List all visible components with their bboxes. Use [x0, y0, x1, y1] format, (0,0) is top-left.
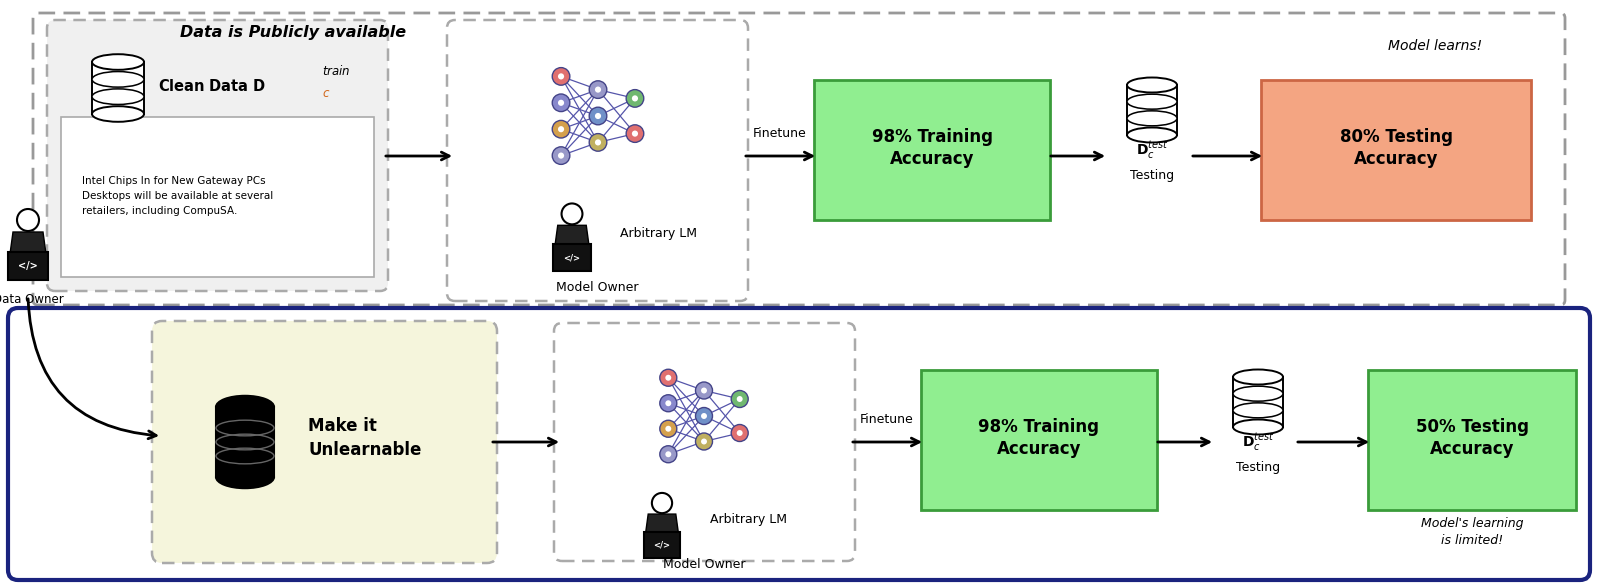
Circle shape [552, 68, 570, 85]
Circle shape [666, 451, 672, 457]
Text: Make it
Unlearnable: Make it Unlearnable [307, 417, 421, 459]
Polygon shape [555, 225, 589, 246]
FancyBboxPatch shape [152, 321, 498, 563]
Circle shape [589, 81, 606, 98]
FancyBboxPatch shape [8, 308, 1590, 580]
Circle shape [552, 147, 570, 165]
Text: </>: </> [653, 541, 670, 550]
Text: $\mathbf{D}_c^{test}$: $\mathbf{D}_c^{test}$ [1136, 139, 1168, 161]
FancyBboxPatch shape [554, 244, 590, 271]
Circle shape [659, 395, 677, 412]
Polygon shape [10, 232, 46, 254]
Text: Finetune: Finetune [754, 127, 806, 140]
Text: Model Owner: Model Owner [555, 281, 638, 294]
Text: Finetune: Finetune [861, 413, 914, 426]
Polygon shape [645, 514, 678, 534]
Ellipse shape [93, 89, 144, 105]
Ellipse shape [1126, 128, 1178, 142]
Circle shape [666, 375, 672, 380]
FancyBboxPatch shape [1261, 80, 1531, 220]
Text: Data is Publicly available: Data is Publicly available [179, 25, 406, 41]
Ellipse shape [93, 106, 144, 122]
Text: Data Owner: Data Owner [0, 293, 64, 306]
Text: 98% Training
Accuracy: 98% Training Accuracy [872, 128, 992, 168]
Text: 50% Testing
Accuracy: 50% Testing Accuracy [1416, 418, 1528, 457]
Circle shape [589, 133, 606, 151]
Circle shape [701, 439, 707, 445]
Circle shape [736, 396, 742, 402]
Bar [1234, 377, 1283, 427]
Circle shape [552, 121, 570, 138]
Circle shape [701, 387, 707, 393]
FancyBboxPatch shape [46, 20, 389, 291]
Circle shape [632, 131, 638, 136]
Text: Model Owner: Model Owner [662, 558, 746, 571]
Text: 80% Testing
Accuracy: 80% Testing Accuracy [1339, 128, 1453, 168]
Circle shape [589, 107, 606, 125]
FancyBboxPatch shape [446, 20, 749, 301]
Circle shape [558, 152, 565, 159]
Circle shape [701, 413, 707, 419]
Text: Testing: Testing [1130, 169, 1174, 182]
Circle shape [595, 113, 602, 119]
Bar [216, 407, 274, 477]
Ellipse shape [216, 396, 274, 418]
Text: Model's learning
is limited!: Model's learning is limited! [1421, 517, 1523, 546]
FancyBboxPatch shape [814, 80, 1050, 220]
Text: 98% Training
Accuracy: 98% Training Accuracy [979, 418, 1099, 457]
Text: Model learns!: Model learns! [1387, 39, 1482, 53]
Ellipse shape [93, 72, 144, 87]
Circle shape [659, 420, 677, 437]
Circle shape [595, 86, 602, 93]
Circle shape [558, 126, 565, 132]
FancyBboxPatch shape [643, 533, 680, 558]
Circle shape [696, 407, 712, 425]
FancyBboxPatch shape [61, 117, 374, 277]
FancyBboxPatch shape [922, 370, 1157, 510]
Bar [1126, 85, 1178, 135]
Ellipse shape [1234, 419, 1283, 435]
Circle shape [595, 139, 602, 145]
Circle shape [731, 425, 749, 442]
Circle shape [558, 74, 565, 79]
Text: Arbitrary LM: Arbitrary LM [710, 513, 787, 526]
Text: Arbitrary LM: Arbitrary LM [621, 228, 698, 240]
Ellipse shape [216, 466, 274, 488]
Circle shape [696, 433, 712, 450]
Circle shape [659, 446, 677, 463]
Ellipse shape [93, 54, 144, 70]
Circle shape [651, 493, 672, 513]
Circle shape [626, 125, 643, 142]
Circle shape [552, 94, 570, 112]
Text: $\mathbf{D}_c^{test}$: $\mathbf{D}_c^{test}$ [1242, 431, 1274, 453]
Ellipse shape [1126, 94, 1178, 109]
Circle shape [736, 430, 742, 436]
Circle shape [626, 89, 643, 107]
Text: Testing: Testing [1235, 462, 1280, 475]
Text: $\mathit{train}$: $\mathit{train}$ [322, 64, 350, 78]
Circle shape [562, 203, 582, 225]
Ellipse shape [1126, 78, 1178, 92]
Circle shape [666, 400, 672, 406]
Ellipse shape [1234, 403, 1283, 418]
Circle shape [558, 100, 565, 106]
FancyBboxPatch shape [1368, 370, 1576, 510]
Circle shape [666, 426, 672, 432]
Bar [93, 62, 144, 114]
Circle shape [18, 209, 38, 231]
Ellipse shape [1234, 386, 1283, 401]
Text: $\mathit{c}$: $\mathit{c}$ [322, 88, 330, 101]
Circle shape [731, 390, 749, 407]
Text: $\mathbf{Clean\ Data\ D}$: $\mathbf{Clean\ Data\ D}$ [158, 78, 266, 94]
Text: </>: </> [563, 253, 581, 262]
Ellipse shape [1126, 111, 1178, 126]
FancyBboxPatch shape [8, 252, 48, 280]
Circle shape [659, 369, 677, 386]
Text: Intel Chips In for New Gateway PCs
Desktops will be available at several
retaile: Intel Chips In for New Gateway PCs Deskt… [82, 176, 274, 216]
Ellipse shape [1234, 369, 1283, 385]
FancyBboxPatch shape [554, 323, 854, 561]
Circle shape [696, 382, 712, 399]
Text: </>: </> [18, 261, 38, 271]
Circle shape [632, 95, 638, 102]
